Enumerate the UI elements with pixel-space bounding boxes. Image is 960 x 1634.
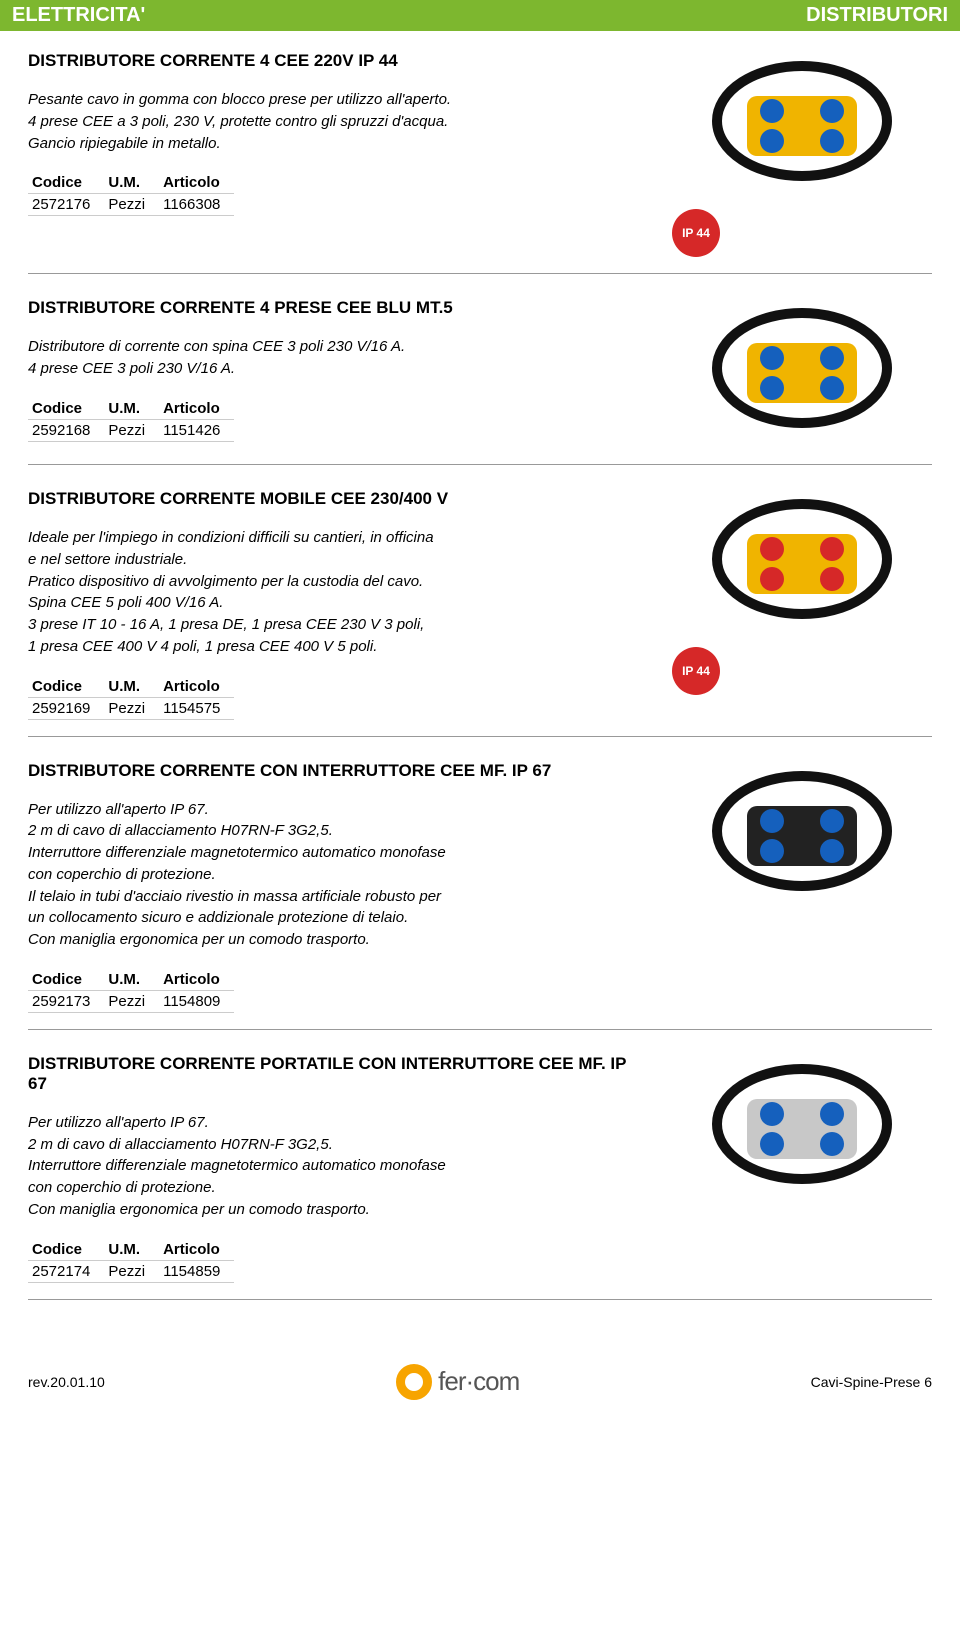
table-cell: Pezzi <box>104 419 159 441</box>
product-section: DISTRIBUTORE CORRENTE 4 CEE 220V IP 44 Pe… <box>28 51 932 274</box>
footer-page: Cavi-Spine-Prese 6 <box>811 1374 932 1390</box>
product-table: CodiceU.M.Articolo2592168Pezzi1151426 <box>28 398 234 442</box>
table-header: U.M. <box>104 398 159 420</box>
table-cell: 2572176 <box>28 194 104 216</box>
product-image-column: IP 44 <box>672 489 932 695</box>
product-title: DISTRIBUTORE CORRENTE 4 PRESE CEE BLU MT… <box>28 298 648 318</box>
table-header: Codice <box>28 969 104 991</box>
table-header: Articolo <box>159 398 234 420</box>
product-title: DISTRIBUTORE CORRENTE MOBILE CEE 230/400… <box>28 489 648 509</box>
table-cell: 2592169 <box>28 697 104 719</box>
content-area: DISTRIBUTORE CORRENTE 4 CEE 220V IP 44 Pe… <box>0 31 960 1300</box>
product-image-column <box>672 298 932 448</box>
footer-logo: fer·com <box>396 1364 519 1400</box>
header-left: ELETTRICITA' <box>12 4 145 27</box>
table-header: U.M. <box>104 969 159 991</box>
product-title: DISTRIBUTORE CORRENTE PORTATILE CON INTE… <box>28 1054 648 1094</box>
ip-badge-icon: IP 44 <box>672 209 720 257</box>
product-image-icon <box>692 298 912 448</box>
table-row: 2592169Pezzi1154575 <box>28 697 234 719</box>
product-text: DISTRIBUTORE CORRENTE PORTATILE CON INTE… <box>28 1054 648 1283</box>
page-header: ELETTRICITA' DISTRIBUTORI <box>0 0 960 31</box>
table-cell: 1166308 <box>159 194 234 216</box>
product-description: Pesante cavo in gomma con blocco prese p… <box>28 89 648 154</box>
product-section: DISTRIBUTORE CORRENTE CON INTERRUTTORE C… <box>28 761 932 1030</box>
product-image-column <box>672 761 932 911</box>
product-text: DISTRIBUTORE CORRENTE 4 CEE 220V IP 44 Pe… <box>28 51 648 216</box>
ip-badge-icon: IP 44 <box>672 647 720 695</box>
table-cell: Pezzi <box>104 1260 159 1282</box>
product-image-icon <box>692 51 912 201</box>
table-header: Articolo <box>159 172 234 194</box>
logo-o-icon <box>396 1364 432 1400</box>
product-section: DISTRIBUTORE CORRENTE PORTATILE CON INTE… <box>28 1054 932 1300</box>
product-description: Per utilizzo all'aperto IP 67.2 m di cav… <box>28 1112 648 1221</box>
product-table: CodiceU.M.Articolo2592169Pezzi1154575 <box>28 676 234 720</box>
product-text: DISTRIBUTORE CORRENTE MOBILE CEE 230/400… <box>28 489 648 720</box>
table-header: U.M. <box>104 1239 159 1261</box>
table-header: Codice <box>28 398 104 420</box>
table-row: 2592168Pezzi1151426 <box>28 419 234 441</box>
table-header: Articolo <box>159 969 234 991</box>
table-cell: 2592168 <box>28 419 104 441</box>
product-description: Ideale per l'impiego in condizioni diffi… <box>28 527 648 658</box>
product-image-column: IP 44 <box>672 51 932 257</box>
table-header: Articolo <box>159 676 234 698</box>
table-header: U.M. <box>104 676 159 698</box>
table-row: 2572174Pezzi1154859 <box>28 1260 234 1282</box>
product-section: DISTRIBUTORE CORRENTE 4 PRESE CEE BLU MT… <box>28 298 932 465</box>
table-cell: 1154809 <box>159 990 234 1012</box>
table-header: U.M. <box>104 172 159 194</box>
footer-rev: rev.20.01.10 <box>28 1374 105 1390</box>
table-cell: Pezzi <box>104 194 159 216</box>
logo-text: fer·com <box>438 1366 519 1397</box>
product-text: DISTRIBUTORE CORRENTE 4 PRESE CEE BLU MT… <box>28 298 648 442</box>
table-cell: Pezzi <box>104 990 159 1012</box>
product-table: CodiceU.M.Articolo2572176Pezzi1166308 <box>28 172 234 216</box>
table-row: 2572176Pezzi1166308 <box>28 194 234 216</box>
product-table: CodiceU.M.Articolo2592173Pezzi1154809 <box>28 969 234 1013</box>
table-cell: Pezzi <box>104 697 159 719</box>
table-cell: 1154859 <box>159 1260 234 1282</box>
product-section: DISTRIBUTORE CORRENTE MOBILE CEE 230/400… <box>28 489 932 737</box>
table-cell: 2572174 <box>28 1260 104 1282</box>
product-image-icon <box>692 1054 912 1204</box>
table-cell: 1154575 <box>159 697 234 719</box>
table-cell: 2592173 <box>28 990 104 1012</box>
table-header: Codice <box>28 1239 104 1261</box>
product-text: DISTRIBUTORE CORRENTE CON INTERRUTTORE C… <box>28 761 648 1013</box>
header-right: DISTRIBUTORI <box>806 4 948 27</box>
product-title: DISTRIBUTORE CORRENTE 4 CEE 220V IP 44 <box>28 51 648 71</box>
table-header: Codice <box>28 676 104 698</box>
product-description: Per utilizzo all'aperto IP 67.2 m di cav… <box>28 799 648 951</box>
table-header: Codice <box>28 172 104 194</box>
product-image-icon <box>692 761 912 911</box>
product-image-column <box>672 1054 932 1204</box>
product-title: DISTRIBUTORE CORRENTE CON INTERRUTTORE C… <box>28 761 648 781</box>
table-header: Articolo <box>159 1239 234 1261</box>
product-table: CodiceU.M.Articolo2572174Pezzi1154859 <box>28 1239 234 1283</box>
product-description: Distributore di corrente con spina CEE 3… <box>28 336 648 380</box>
page-footer: rev.20.01.10 fer·com Cavi-Spine-Prese 6 <box>0 1324 960 1420</box>
product-image-icon <box>692 489 912 639</box>
table-cell: 1151426 <box>159 419 234 441</box>
table-row: 2592173Pezzi1154809 <box>28 990 234 1012</box>
